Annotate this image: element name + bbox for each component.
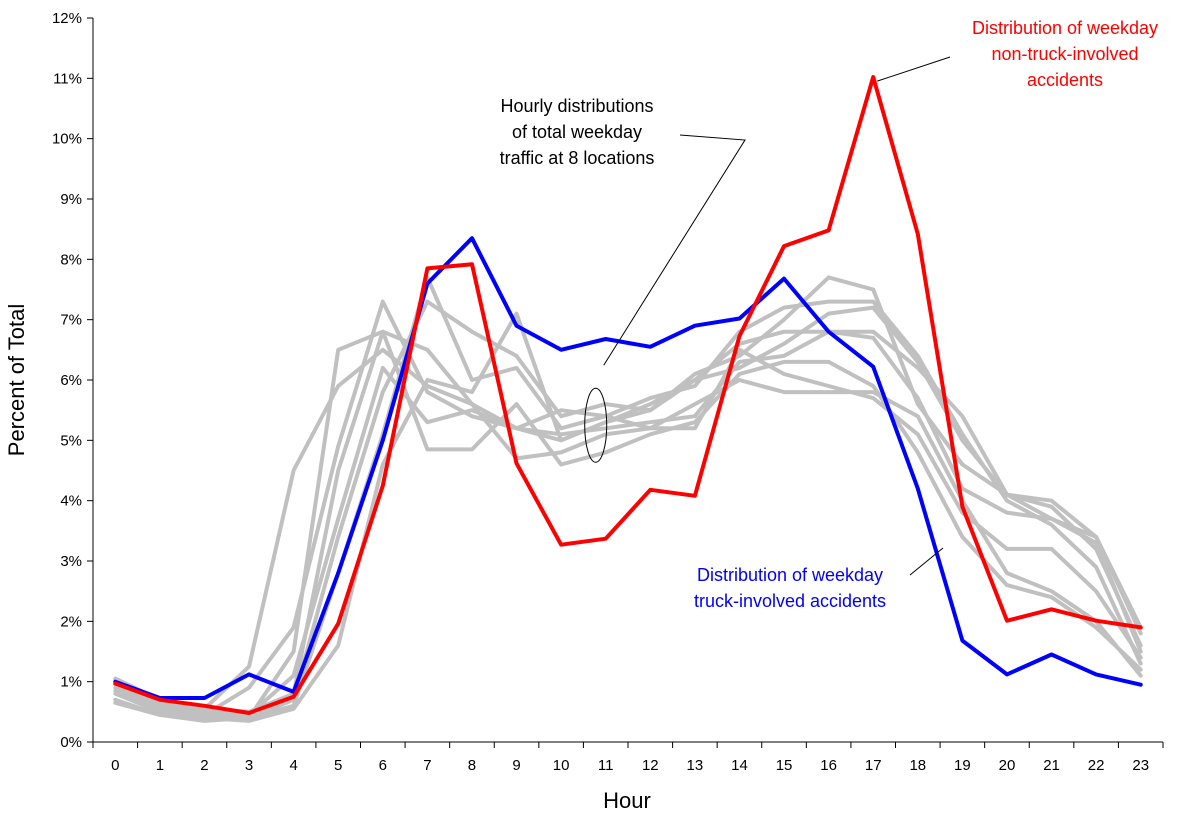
x-tick-label: 16	[820, 757, 837, 774]
truck-annotation-line-1: Distribution of weekday	[697, 565, 883, 585]
annotations: Hourly distributions of total weekday traf…	[500, 18, 1158, 611]
nontruck-accident-line	[113, 75, 1143, 715]
x-tick-label: 1	[156, 757, 164, 774]
truck-callout-leader	[909, 547, 944, 576]
traffic-line-6	[113, 329, 1143, 723]
truck-accident-line	[113, 236, 1143, 700]
y-tick-label: 11%	[53, 70, 82, 87]
traffic-line-8	[113, 347, 1143, 711]
traffic-line-5	[113, 305, 1143, 723]
x-tick-label: 9	[512, 757, 520, 774]
truck-annotation-line-2: truck-involved accidents	[694, 591, 886, 611]
y-axis-label: Percent of Total	[4, 304, 29, 456]
traffic-callout-leader	[603, 134, 746, 366]
y-tick-label: 10%	[52, 131, 82, 148]
y-tick-label: 2%	[60, 613, 82, 630]
y-tick-label: 4%	[60, 493, 82, 510]
y-tick-label: 8%	[60, 251, 82, 268]
x-tick-label: 0	[111, 757, 119, 774]
nontruck-annotation-line-1: Distribution of weekday	[972, 18, 1158, 38]
x-tick-label: 15	[776, 757, 793, 774]
nontruck-annotation-line-2: non-truck-involved	[991, 44, 1138, 64]
traffic-line-2	[113, 329, 1143, 717]
y-tick-label: 6%	[60, 372, 82, 389]
traffic-callout-ellipse	[584, 387, 608, 463]
nontruck-annotation-line-3: accidents	[1027, 70, 1103, 90]
x-tick-label: 2	[200, 757, 208, 774]
y-tick-label: 9%	[60, 191, 82, 208]
y-tick-label: 0%	[60, 734, 82, 751]
x-tick-label: 17	[865, 757, 882, 774]
x-tick-label: 11	[598, 757, 614, 774]
x-tick-label: 20	[999, 757, 1016, 774]
y-tick-label: 7%	[60, 312, 82, 329]
y-tick-label: 3%	[60, 553, 82, 570]
x-tick-label: 14	[731, 757, 748, 774]
x-tick-label: 7	[423, 757, 431, 774]
accident-series-group	[113, 75, 1143, 715]
traffic-line-7	[113, 299, 1143, 717]
traffic-annotation-line-1: Hourly distributions	[500, 96, 653, 116]
x-tick-label: 19	[954, 757, 971, 774]
x-axis-label: Hour	[603, 788, 651, 813]
x-tick-label: 3	[245, 757, 253, 774]
x-tick-label: 13	[687, 757, 704, 774]
y-tick-label: 12%	[52, 10, 82, 27]
x-tick-label: 5	[334, 757, 342, 774]
axes	[87, 17, 1164, 748]
x-tick-label: 22	[1088, 757, 1105, 774]
x-tick-label: 8	[468, 757, 476, 774]
x-tick-label: 12	[642, 757, 659, 774]
traffic-line-1	[113, 329, 1143, 714]
x-tick-label: 23	[1132, 757, 1149, 774]
y-tick-label: 5%	[60, 432, 82, 449]
tick-labels: 0%1%2%3%4%5%6%7%8%9%10%11%12%0 1 2 3 4 5 6 7 8 9 1…	[52, 10, 1149, 774]
x-tick-label: 10	[553, 757, 570, 774]
y-tick-label: 1%	[60, 674, 82, 691]
traffic-annotation-line-3: traffic at 8 locations	[500, 148, 655, 168]
x-tick-label: 6	[379, 757, 387, 774]
x-tick-label: 4	[289, 757, 297, 774]
traffic-series-group	[113, 275, 1143, 723]
traffic-line-4	[113, 275, 1143, 720]
nontruck-callout-leader	[877, 56, 951, 82]
traffic-annotation-line-2: of total weekday	[512, 122, 642, 142]
x-tick-label: 18	[909, 757, 926, 774]
x-tick-label: 21	[1043, 757, 1060, 774]
